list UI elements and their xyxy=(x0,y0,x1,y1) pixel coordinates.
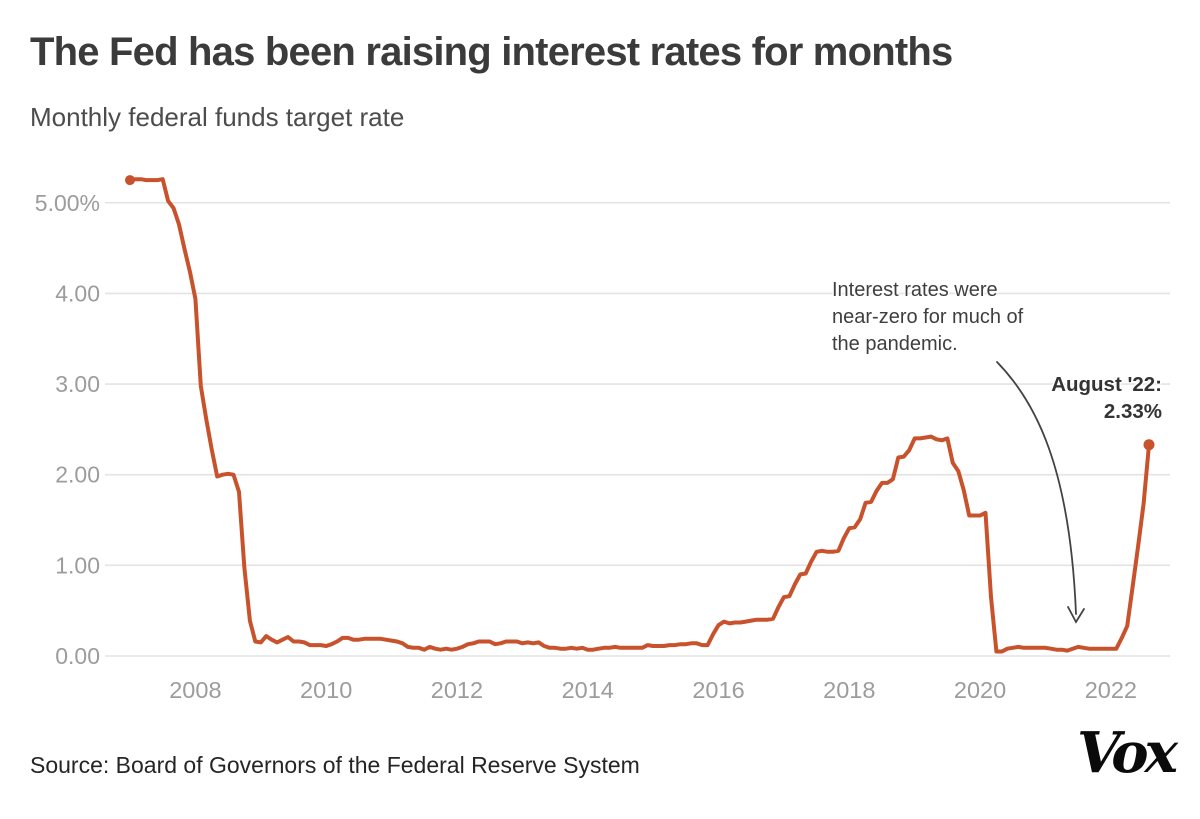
arrow-head xyxy=(1067,606,1085,624)
y-tick-label: 5.00% xyxy=(35,190,100,216)
pandemic-annotation: Interest rates were near-zero for much o… xyxy=(832,277,1023,358)
arrow-curve xyxy=(996,361,1077,615)
end-point-marker xyxy=(1143,439,1155,451)
start-point-marker xyxy=(125,175,135,186)
x-tick-label: 2016 xyxy=(692,677,744,703)
x-axis-labels: 2008 2010 2012 2014 2016 2018 2020 2022 xyxy=(169,677,1137,703)
x-tick-label: 2010 xyxy=(300,677,352,703)
annotation-arrow xyxy=(996,361,1085,624)
y-tick-label: 4.00 xyxy=(55,280,100,306)
source-credit: Source: Board of Governors of the Federa… xyxy=(30,752,640,778)
rate-line xyxy=(128,177,1151,654)
vox-logo: Vox xyxy=(1076,720,1178,786)
gridlines xyxy=(105,201,1170,657)
x-tick-label: 2008 xyxy=(169,677,221,703)
y-tick-label: 2.00 xyxy=(55,462,100,488)
x-tick-label: 2020 xyxy=(954,677,1006,703)
pandemic-annotation-line3: the pandemic. xyxy=(832,333,958,355)
pandemic-annotation-line2: near-zero for much of xyxy=(832,306,1024,328)
y-tick-label: 0.00 xyxy=(55,643,100,669)
y-axis-labels: 5.00% 4.00 3.00 2.00 1.00 0.00 xyxy=(35,190,100,669)
chart-subtitle: Monthly federal funds target rate xyxy=(30,102,405,132)
x-tick-label: 2012 xyxy=(431,677,483,703)
pandemic-annotation-line1: Interest rates were xyxy=(832,279,998,301)
endpoint-label-value: 2.33% xyxy=(1103,400,1162,423)
y-tick-label: 3.00 xyxy=(55,371,100,397)
y-tick-label: 1.00 xyxy=(55,552,100,578)
x-tick-label: 2018 xyxy=(823,677,875,703)
x-tick-label: 2014 xyxy=(562,677,614,703)
endpoint-label-date: August '22: xyxy=(1051,373,1162,396)
page-title: The Fed has been raising interest rates … xyxy=(30,30,953,74)
endpoint-value-label: August '22: 2.33% xyxy=(962,371,1162,425)
x-tick-label: 2022 xyxy=(1085,677,1137,703)
